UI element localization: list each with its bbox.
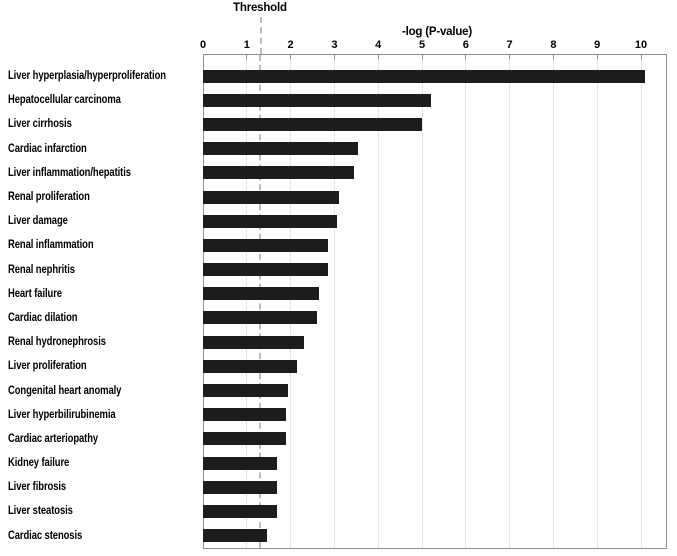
chart-row: Kidney failure (0, 451, 677, 475)
category-label: Liver proliferation (8, 360, 87, 373)
chart-row: Heart failure (0, 282, 677, 306)
category-label: Heart failure (8, 287, 62, 300)
gridline-6 (465, 55, 467, 548)
value-bar (203, 529, 267, 543)
value-bar (203, 456, 278, 470)
category-label: Renal hydronephrosis (8, 336, 106, 349)
category-label: Cardiac stenosis (8, 529, 83, 542)
chart-row: Liver fibrosis (0, 475, 677, 499)
x-axis-tickmark-2 (290, 55, 292, 59)
x-axis-tickmark-3 (333, 55, 335, 59)
x-tick-label-4: 4 (375, 39, 382, 51)
x-axis-tickmark-6 (465, 55, 467, 59)
value-bar (203, 359, 298, 373)
x-axis-tickmark-10 (640, 55, 642, 59)
value-bar (203, 238, 328, 252)
chart-row: Cardiac stenosis (0, 524, 677, 548)
gridline-2 (290, 55, 292, 548)
chart-row: Renal hydronephrosis (0, 330, 677, 354)
threshold-line (259, 55, 262, 548)
category-label: Liver hyperplasia/hyperproliferation (8, 70, 166, 83)
gridline-3 (333, 55, 335, 548)
x-tick-label-7: 7 (506, 39, 513, 51)
x-axis-tickmark-0 (202, 55, 204, 59)
value-bar (203, 117, 422, 131)
gridline-1 (246, 55, 248, 548)
x-axis-tickmark-9 (596, 55, 598, 59)
value-bar (203, 408, 287, 422)
gridline-7 (509, 55, 511, 548)
value-bar (203, 263, 328, 277)
gridline-9 (596, 55, 598, 548)
chart-row: Liver inflammation/hepatitis (0, 161, 677, 185)
category-label: Liver damage (8, 215, 68, 228)
chart-row: Cardiac infarction (0, 137, 677, 161)
category-label: Liver fibrosis (8, 481, 67, 494)
chart-row: Renal inflammation (0, 233, 677, 257)
chart-row: Renal nephritis (0, 258, 677, 282)
x-tick-label-2: 2 (287, 39, 294, 51)
value-bar (203, 311, 317, 325)
plot-area (202, 54, 667, 549)
x-tick-label-6: 6 (462, 39, 469, 51)
x-tick-label-0: 0 (199, 39, 207, 51)
category-label: Renal proliferation (8, 191, 90, 204)
x-tick-label-9: 9 (594, 39, 601, 51)
value-bar (203, 384, 289, 398)
bar-rows: Liver hyperplasia/hyperproliferation Hepa… (0, 64, 677, 548)
category-label: Cardiac dilation (8, 311, 78, 324)
x-axis-tickmark-5 (421, 55, 423, 59)
x-tick-label-3: 3 (331, 39, 338, 51)
chart-row: Liver cirrhosis (0, 112, 677, 136)
value-bar (203, 93, 431, 107)
category-label: Liver inflammation/hepatitis (8, 166, 131, 179)
x-tick-label-5: 5 (418, 39, 426, 51)
x-axis-tickmark-8 (552, 55, 554, 59)
category-label: Congenital heart anomaly (8, 384, 122, 397)
category-label: Hepatocellular carcinoma (8, 94, 121, 107)
category-label: Renal nephritis (8, 263, 75, 276)
x-tick-label-8: 8 (550, 39, 557, 51)
chart-row: Liver hyperbilirubinemia (0, 403, 677, 427)
gridline-4 (377, 55, 379, 548)
gridline-10 (640, 55, 642, 548)
gridline-5 (421, 55, 423, 548)
x-axis-title: -log (P-value) (401, 26, 473, 38)
value-bar (203, 166, 355, 180)
x-axis-tickmark-1 (246, 55, 248, 59)
chart-row: Liver hyperplasia/hyperproliferation (0, 64, 677, 88)
x-axis-tickmark-4 (377, 55, 379, 59)
chart-row: Cardiac dilation (0, 306, 677, 330)
threshold-line-upper (259, 17, 262, 54)
value-bar (203, 190, 339, 204)
chart-row: Congenital heart anomaly (0, 378, 677, 402)
x-tick-label-10: 10 (634, 39, 648, 51)
category-label: Liver cirrhosis (8, 118, 72, 131)
category-label: Liver steatosis (8, 505, 73, 518)
category-label: Cardiac arteriopathy (8, 432, 99, 445)
value-bar (203, 504, 278, 518)
category-label: Liver hyperbilirubinemia (8, 408, 116, 421)
x-tick-label-1: 1 (243, 39, 250, 51)
value-bar (203, 335, 304, 349)
value-bar (203, 432, 287, 446)
chart-row: Renal proliferation (0, 185, 677, 209)
x-axis-tickmark-7 (509, 55, 511, 59)
value-bar (203, 287, 320, 301)
category-label: Renal inflammation (8, 239, 94, 252)
threshold-label: Threshold (233, 2, 287, 14)
chart-row: Liver steatosis (0, 499, 677, 523)
value-bar (203, 214, 337, 228)
value-bar (203, 480, 278, 494)
category-label: Cardiac infarction (8, 142, 87, 155)
chart-row: Liver damage (0, 209, 677, 233)
value-bar (203, 69, 646, 83)
chart-row: Hepatocellular carcinoma (0, 88, 677, 112)
chart-row: Cardiac arteriopathy (0, 427, 677, 451)
category-label: Kidney failure (8, 457, 70, 470)
chart-row: Liver proliferation (0, 354, 677, 378)
gridline-8 (552, 55, 554, 548)
value-bar (203, 142, 359, 156)
